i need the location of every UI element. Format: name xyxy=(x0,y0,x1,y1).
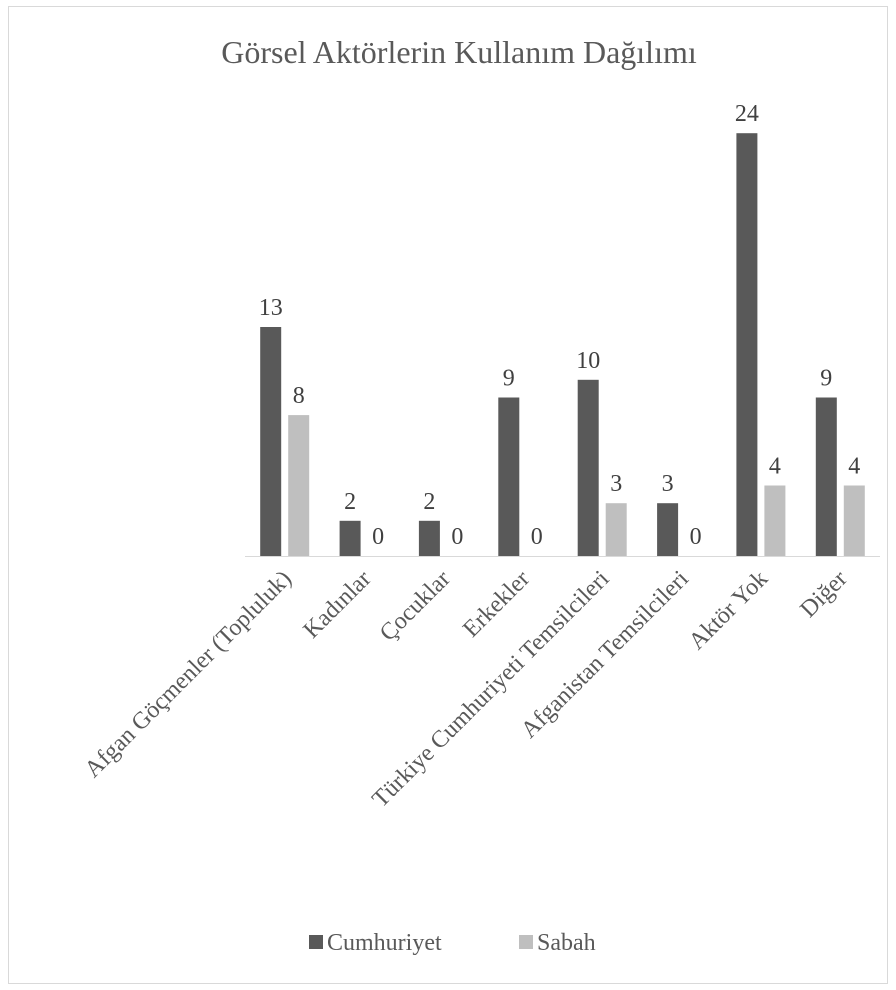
x-tick-label-erkekler: Erkekler xyxy=(458,566,535,643)
legend-label-cumhuriyet: Cumhuriyet xyxy=(327,930,442,956)
legend-label-sabah: Sabah xyxy=(537,930,596,956)
bar-sabah-aktor-yok xyxy=(764,485,786,556)
data-label-cumhuriyet-turkiye-cumhuriyeti-temsilcileri: 10 xyxy=(576,348,600,374)
bar-cumhuriyet-afgan-gocmenler-topluluk xyxy=(260,327,282,556)
legend-swatch-sabah xyxy=(519,935,533,949)
bar-sabah-afgan-gocmenler-topluluk xyxy=(288,415,310,556)
data-label-sabah-afganistan-temsilcileri: 0 xyxy=(690,524,702,550)
bar-cumhuriyet-diger xyxy=(815,397,837,556)
x-tick-labels-layer: Afgan Göçmenler (Topluluk) KadınlarÇocukl… xyxy=(80,566,853,813)
bar-sabah-diger xyxy=(843,485,865,556)
data-label-sabah-cocuklar: 0 xyxy=(451,524,463,550)
data-label-cumhuriyet-diger: 9 xyxy=(820,366,832,392)
data-label-sabah-erkekler: 0 xyxy=(531,524,543,550)
legend: Cumhuriyet Sabah xyxy=(309,930,596,956)
bar-sabah-turkiye-cumhuriyeti-temsilcileri xyxy=(605,503,627,556)
data-label-cumhuriyet-aktor-yok: 24 xyxy=(735,101,759,127)
x-tick-label-diger: Diğer xyxy=(796,566,853,623)
bar-cumhuriyet-cocuklar xyxy=(418,520,440,556)
x-tick-label-aktor-yok: Aktör Yok xyxy=(684,566,773,655)
x-tick-label-cocuklar: Çocuklar xyxy=(375,566,456,647)
data-label-cumhuriyet-erkekler: 9 xyxy=(503,366,515,392)
bar-cumhuriyet-erkekler xyxy=(498,397,520,556)
bar-cumhuriyet-aktor-yok xyxy=(736,133,758,556)
data-label-sabah-afgan-gocmenler-topluluk: 8 xyxy=(293,383,305,409)
legend-swatch-cumhuriyet xyxy=(309,935,323,949)
data-label-cumhuriyet-afgan-gocmenler-topluluk: 13 xyxy=(259,295,283,321)
bar-chart: Görsel Aktörlerin Kullanım Dağılımı 13 8 2… xyxy=(80,34,880,956)
chart-frame: Görsel Aktörlerin Kullanım Dağılımı 13 8 2… xyxy=(8,6,888,984)
data-label-cumhuriyet-afganistan-temsilcileri: 3 xyxy=(662,471,674,497)
x-tick-label-afgan-gocmenler-topluluk: Afgan Göçmenler (Topluluk) xyxy=(80,566,297,783)
bar-cumhuriyet-afganistan-temsilcileri xyxy=(657,503,679,556)
data-label-sabah-kadinlar: 0 xyxy=(372,524,384,550)
data-label-sabah-turkiye-cumhuriyeti-temsilcileri: 3 xyxy=(610,471,622,497)
data-label-cumhuriyet-kadinlar: 2 xyxy=(344,489,356,515)
data-label-sabah-aktor-yok: 4 xyxy=(769,454,781,480)
data-label-sabah-diger: 4 xyxy=(848,454,860,480)
bar-cumhuriyet-kadinlar xyxy=(339,520,361,556)
data-label-cumhuriyet-cocuklar: 2 xyxy=(423,489,435,515)
bars-layer xyxy=(260,133,865,556)
chart-title: Görsel Aktörlerin Kullanım Dağılımı xyxy=(221,34,697,70)
x-tick-label-kadinlar: Kadınlar xyxy=(299,566,377,644)
bar-cumhuriyet-turkiye-cumhuriyeti-temsilcileri xyxy=(577,379,599,556)
